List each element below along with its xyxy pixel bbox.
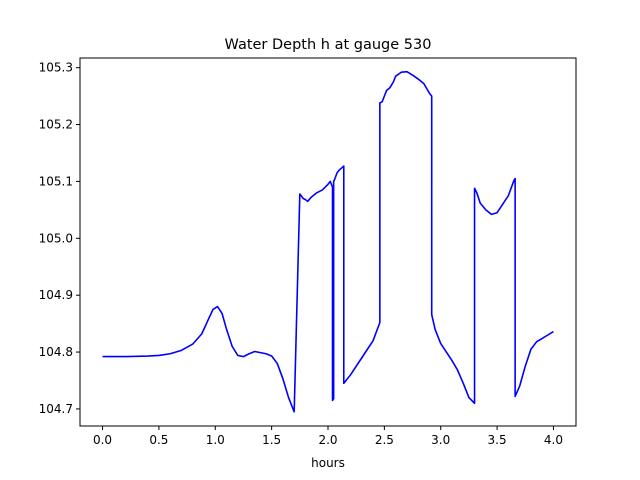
x-tick-label: 4.0 — [544, 433, 563, 447]
plot-frame — [79, 57, 577, 427]
x-axis: 0.0 0.5 1.0 1.5 2.0 2.5 3.0 3.5 4.0 — [93, 426, 563, 447]
x-tick-label: 3.0 — [431, 433, 450, 447]
y-tick-label: 105.0 — [39, 231, 73, 245]
x-tick-label: 2.0 — [318, 433, 337, 447]
x-axis-label: hours — [311, 456, 345, 470]
y-tick-label: 104.8 — [39, 345, 73, 359]
x-tick-label: 0.5 — [149, 433, 168, 447]
x-tick-label: 3.5 — [488, 433, 507, 447]
series-line — [102, 70, 554, 413]
y-tick-label: 105.3 — [39, 61, 73, 75]
y-tick-label: 104.7 — [39, 402, 73, 416]
x-tick-label: 2.5 — [375, 433, 394, 447]
chart-title: Water Depth h at gauge 530 — [225, 37, 432, 53]
x-tick-label: 1.5 — [262, 433, 281, 447]
x-tick-label: 0.0 — [93, 433, 112, 447]
y-axis: 104.7 104.8 104.9 105.0 105.1 105.2 105.3 — [39, 61, 80, 416]
y-tick-label: 105.1 — [39, 174, 73, 188]
x-tick-label: 1.0 — [206, 433, 225, 447]
y-tick-label: 104.9 — [39, 288, 73, 302]
series-layer — [102, 70, 554, 413]
y-tick-label: 105.2 — [39, 118, 73, 132]
